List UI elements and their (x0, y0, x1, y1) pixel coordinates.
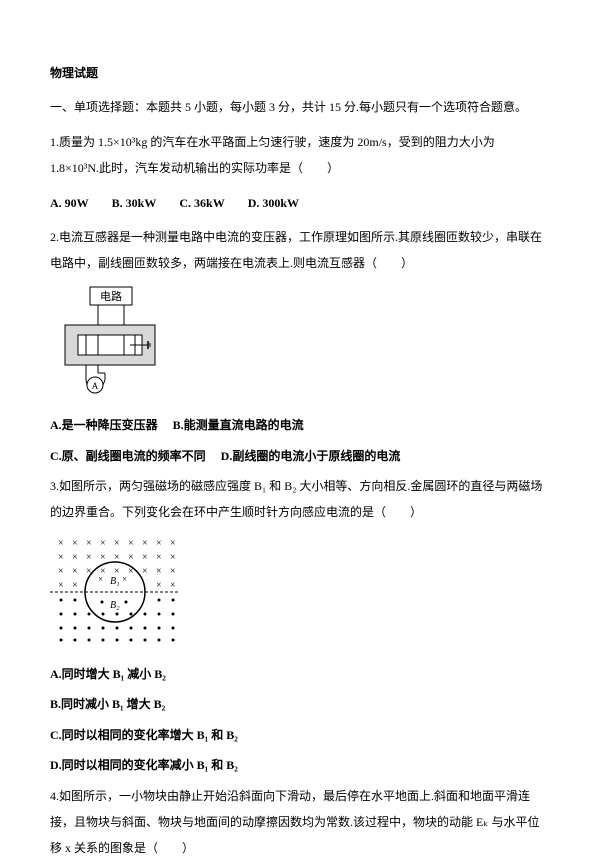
transformer-diagram: 电路 A (50, 285, 545, 404)
svg-text:×: × (170, 566, 176, 577)
q1-option-a: A. 90W (50, 196, 89, 210)
svg-text:×: × (128, 552, 134, 563)
q3-option-d: D.同时以相同的变化率减小 B₁ 和 B₂ (50, 752, 545, 778)
svg-text:×: × (86, 552, 92, 563)
b2-label: B₂ (110, 600, 120, 611)
svg-text:×: × (72, 566, 78, 577)
q3-option-a: A.同时增大 B₁ 减小 B₂ (50, 661, 545, 687)
q2-option-d: D.副线圈的电流小于原线圈的电流 (221, 449, 401, 463)
exam-title: 物理试题 (50, 60, 545, 86)
svg-text:×: × (156, 552, 162, 563)
svg-text:×: × (72, 580, 78, 591)
svg-text:×: × (142, 566, 148, 577)
question-1-options: A. 90W B. 30kW C. 36kW D. 300kW (50, 190, 545, 216)
q1-option-b: B. 30kW (112, 196, 157, 210)
svg-text:×: × (156, 580, 162, 591)
svg-text:×: × (170, 538, 176, 549)
b1-label: B₁ (110, 576, 120, 587)
q2-options-line1: A.是一种降压变压器 B.能测量直流电路的电流 (50, 412, 545, 438)
svg-text:×: × (86, 538, 92, 549)
svg-text:×: × (114, 538, 120, 549)
q1-option-c: C. 36kW (179, 196, 224, 210)
svg-text:×: × (122, 574, 127, 584)
magnetic-field-diagram: ××××××××× ××××××××× ××××××××× ×××× B₁ B₂… (50, 534, 545, 653)
svg-text:×: × (128, 538, 134, 549)
q2-option-b: B.能测量直流电路的电流 (173, 418, 304, 432)
svg-text:×: × (156, 538, 162, 549)
question-3: 3.如图所示，两匀强磁场的磁感应强度 B₁ 和 B₂ 大小相等、方向相反.金属圆… (50, 473, 545, 526)
svg-text:×: × (170, 580, 176, 591)
svg-text:×: × (58, 552, 64, 563)
q2-option-a: A.是一种降压变压器 (50, 418, 158, 432)
question-1: 1.质量为 1.5×10³kg 的汽车在水平路面上匀速行驶，速度为 20m/s，… (50, 129, 545, 182)
svg-text:×: × (98, 574, 103, 584)
svg-text:×: × (142, 552, 148, 563)
section-heading: 一、单项选择题：本题共 5 小题，每小题 3 分，共计 15 分.每小题只有一个… (50, 94, 545, 120)
svg-text:×: × (72, 552, 78, 563)
ammeter-label: A (92, 381, 99, 391)
svg-text:×: × (58, 580, 64, 591)
svg-text:×: × (58, 538, 64, 549)
question-4: 4.如图所示，一小物块由静止开始沿斜面向下滑动，最后停在水平地面上.斜面和地面平… (50, 783, 545, 862)
svg-text:×: × (142, 538, 148, 549)
q3-option-c: C.同时以相同的变化率增大 B₁ 和 B₂ (50, 722, 545, 748)
question-2: 2.电流互感器是一种测量电路中电流的变压器，工作原理如图所示.其原线圈匝数较少，… (50, 224, 545, 277)
circuit-label: 电路 (100, 290, 122, 303)
svg-text:×: × (156, 566, 162, 577)
q2-option-c: C.原、副线圈电流的频率不同 (50, 449, 206, 463)
svg-text:×: × (72, 538, 78, 549)
q1-option-d: D. 300kW (248, 196, 299, 210)
svg-text:×: × (58, 566, 64, 577)
svg-text:×: × (100, 538, 106, 549)
svg-text:×: × (100, 552, 106, 563)
q2-options-line2: C.原、副线圈电流的频率不同 D.副线圈的电流小于原线圈的电流 (50, 443, 545, 469)
svg-text:×: × (170, 552, 176, 563)
q3-option-b: B.同时减小 B₁ 增大 B₂ (50, 691, 545, 717)
